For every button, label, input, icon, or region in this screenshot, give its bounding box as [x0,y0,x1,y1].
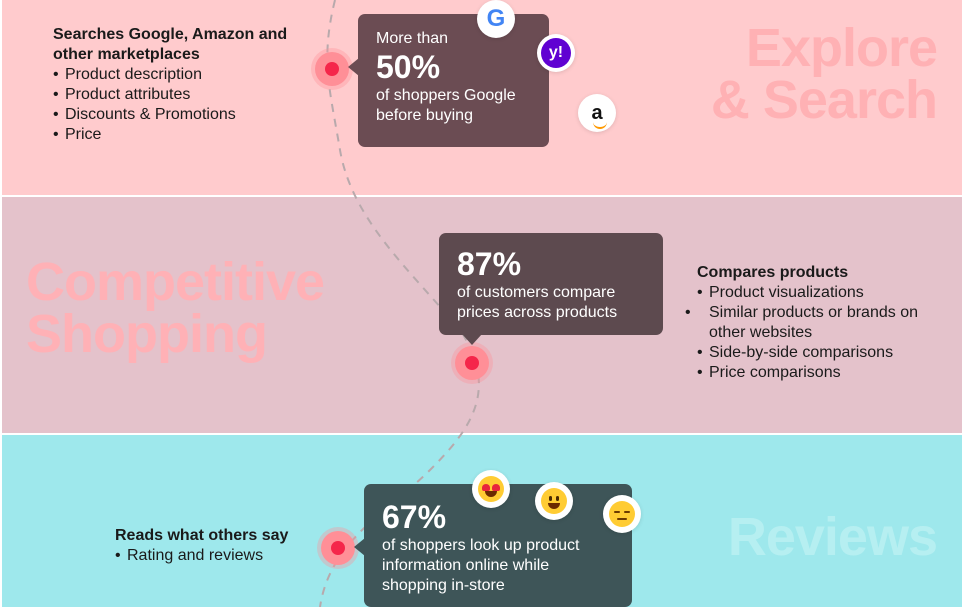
info-list: Product description Product attributes D… [53,65,313,145]
explore-info: Searches Google, Amazon and other market… [53,25,313,145]
stat-lead: More than [376,30,449,47]
grinning-emoji-icon [535,482,573,520]
info-heading: Compares products [697,264,849,281]
list-item: Price comparisons [697,363,947,383]
info-list: Product visualizations Similar products … [697,283,947,383]
list-item: Product visualizations [697,283,947,303]
explore-title: Explore & Search [710,18,938,130]
list-item: Product description [53,65,313,85]
list-item: Side-by-side comparisons [697,343,947,363]
sad-emoji-icon [603,495,641,533]
list-item: Price [53,125,313,145]
compare-info: Compares products Product visualizations… [697,263,947,383]
compare-marker [455,346,489,380]
list-item: Rating and reviews [115,546,335,566]
compare-card-pointer [462,334,482,345]
explore-card-pointer [348,58,359,76]
stat-value: 50% [376,49,441,85]
compare-stat-card: 87% of customers compare prices across p… [439,233,663,335]
competitive-shopping-title: Competitive Shopping [26,252,325,364]
amazon-icon: a [578,94,616,132]
reviews-stat-card: 67% of shoppers look up product informat… [364,484,632,607]
stat-text: of shoppers look up product information … [382,537,580,594]
list-item: Product attributes [53,85,313,105]
list-item: Similar products or brands on other webs… [697,303,947,343]
reviews-info: Reads what others say Rating and reviews [115,526,335,566]
info-list: Rating and reviews [115,546,335,566]
explore-marker [315,52,349,86]
google-icon: G [477,0,515,38]
list-item: Discounts & Promotions [53,105,313,125]
info-heading: Reads what others say [115,527,289,544]
yahoo-icon: y! [537,34,575,72]
explore-stat-card: More than 50% of shoppers Google before … [358,14,549,147]
heart-eyes-emoji-icon [472,470,510,508]
reviews-title: Reviews [727,507,938,567]
stat-text: of shoppers Google before buying [376,87,516,124]
reviews-card-pointer [354,538,365,556]
stat-value: 87% [457,246,522,282]
info-heading: Searches Google, Amazon and other market… [53,26,288,63]
stat-value: 67% [382,499,447,535]
stat-text: of customers compare prices across produ… [457,284,618,321]
